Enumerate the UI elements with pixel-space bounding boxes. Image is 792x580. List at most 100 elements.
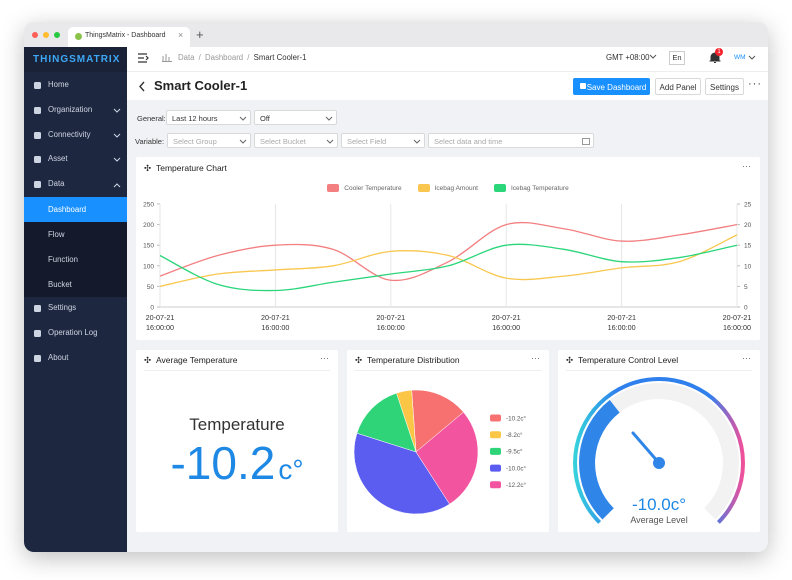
y-tick-label: 200 <box>143 222 154 229</box>
language[interactable]: En <box>669 51 685 65</box>
logo-bar <box>24 47 127 72</box>
new-tab[interactable]: + <box>196 27 204 42</box>
menu-item[interactable]: About <box>48 353 69 362</box>
legend-swatch <box>494 184 506 192</box>
gauge-fill <box>579 400 620 520</box>
y2-tick-label: 25 <box>744 202 752 209</box>
chevron <box>748 55 756 60</box>
chevron <box>326 139 334 144</box>
chevron <box>239 116 247 121</box>
menu-icon <box>34 131 41 139</box>
menu-item[interactable]: Asset <box>48 154 68 164</box>
logo: THINGSMATRIX <box>33 54 121 65</box>
legend-label: -9.5c° <box>506 448 523 456</box>
menu-icon <box>34 106 41 114</box>
toolbar-button[interactable]: Save Dashboard <box>573 78 650 95</box>
menu-item[interactable]: Settings <box>48 303 77 312</box>
chevron-path <box>113 183 121 188</box>
divider <box>566 370 752 371</box>
chevron <box>239 139 247 144</box>
panel-title: Temperature Chart <box>156 163 227 173</box>
submenu-item[interactable]: Dashboard <box>48 205 87 214</box>
user[interactable]: WM <box>734 54 746 61</box>
header <box>127 47 768 72</box>
menu-item[interactable]: Operation Log <box>48 328 98 337</box>
legend-item[interactable]: Icebag Amount <box>417 184 478 192</box>
series-line <box>159 234 738 288</box>
minimize-dot[interactable] <box>43 32 49 38</box>
panel-title: Average Temperature <box>156 355 238 365</box>
menu-icon <box>34 305 41 312</box>
legend-label: Cooler Temperature <box>344 184 402 192</box>
menu-item[interactable]: Data <box>48 179 65 189</box>
select[interactable]: Off <box>254 110 337 125</box>
chevron-path <box>413 139 421 144</box>
legend-label: Icebag Temperature <box>511 184 569 192</box>
legend-swatch <box>490 464 501 472</box>
move-handle[interactable]: ✣ <box>355 355 363 365</box>
gauge-hub <box>653 457 665 469</box>
filter-label: General: <box>137 114 166 123</box>
submenu-item[interactable]: Bucket <box>48 280 72 289</box>
y2-tick-label: 10 <box>744 263 752 270</box>
legend-item[interactable]: Cooler Temperature <box>327 184 402 192</box>
toolbar-button[interactable]: Settings <box>705 78 744 95</box>
chevron <box>113 158 121 163</box>
chevron-path <box>325 116 333 121</box>
legend-label: Icebag Amount <box>434 184 478 192</box>
move-handle[interactable]: ✣ <box>566 355 574 365</box>
menu-item[interactable]: Home <box>48 80 69 89</box>
close-dot[interactable] <box>32 32 38 38</box>
legend-swatch <box>490 447 501 455</box>
legend-swatch <box>490 414 501 422</box>
move-handle[interactable]: ✣ <box>144 163 152 173</box>
panel-menu[interactable]: ··· <box>742 161 751 171</box>
panel-title: Temperature Distribution <box>367 355 460 365</box>
chevron <box>113 133 121 138</box>
menu-item[interactable]: Organization <box>48 104 93 114</box>
y2-tick-label: 20 <box>744 222 752 229</box>
browser-tab[interactable] <box>68 27 190 47</box>
average-unit: c° <box>278 454 304 485</box>
average-readout: -10.2 c° <box>136 436 338 490</box>
back-button[interactable] <box>138 81 146 92</box>
select[interactable]: Select data and time <box>428 133 594 148</box>
move-handle[interactable]: ✣ <box>144 355 152 365</box>
select[interactable]: Select Bucket <box>254 133 338 148</box>
breadcrumb-item[interactable]: Data <box>178 53 195 62</box>
panel-title: Temperature Control Level <box>578 355 679 365</box>
y2-tick-label: 0 <box>744 305 748 312</box>
legend-item[interactable]: Icebag Temperature <box>494 184 569 192</box>
notification-badge: 1 <box>715 48 723 56</box>
panel-menu[interactable]: ··· <box>742 353 751 363</box>
breadcrumb-item[interactable]: Dashboard <box>204 53 244 62</box>
gauge-caption: Average Level <box>630 515 688 525</box>
y-tick-label: 50 <box>147 284 155 291</box>
divider <box>144 370 330 371</box>
chevron-path <box>239 116 247 121</box>
chevron-path <box>239 139 247 144</box>
panel-menu[interactable]: ··· <box>531 353 540 363</box>
submenu-item[interactable]: Function <box>48 255 78 264</box>
y2-tick-label: 5 <box>744 284 748 291</box>
average-value: -10.2 <box>170 437 276 489</box>
submenu-item[interactable]: Flow <box>48 230 65 239</box>
tab-close[interactable]: × <box>178 30 184 40</box>
average-panel <box>136 350 338 532</box>
tab-title: ThingsMatrix - Dashboard <box>85 32 166 39</box>
maximize-dot[interactable] <box>54 32 60 38</box>
more-menu[interactable]: ··· <box>748 78 762 90</box>
panel-menu[interactable]: ··· <box>320 353 329 363</box>
save-icon <box>580 83 586 89</box>
select[interactable]: Select Field <box>341 133 425 148</box>
select[interactable]: Last 12 hours <box>166 110 251 125</box>
timezone[interactable]: GMT +08:00 <box>606 53 650 62</box>
menu-toggle[interactable] <box>137 52 149 64</box>
separator: / <box>196 53 203 62</box>
select[interactable]: Select Group <box>167 133 251 148</box>
legend-label: -10.2c° <box>506 414 527 422</box>
legend-label: -10.0c° <box>506 464 527 472</box>
menu-item[interactable]: Connectivity <box>48 129 91 139</box>
toolbar-button[interactable]: Add Panel <box>655 78 701 95</box>
